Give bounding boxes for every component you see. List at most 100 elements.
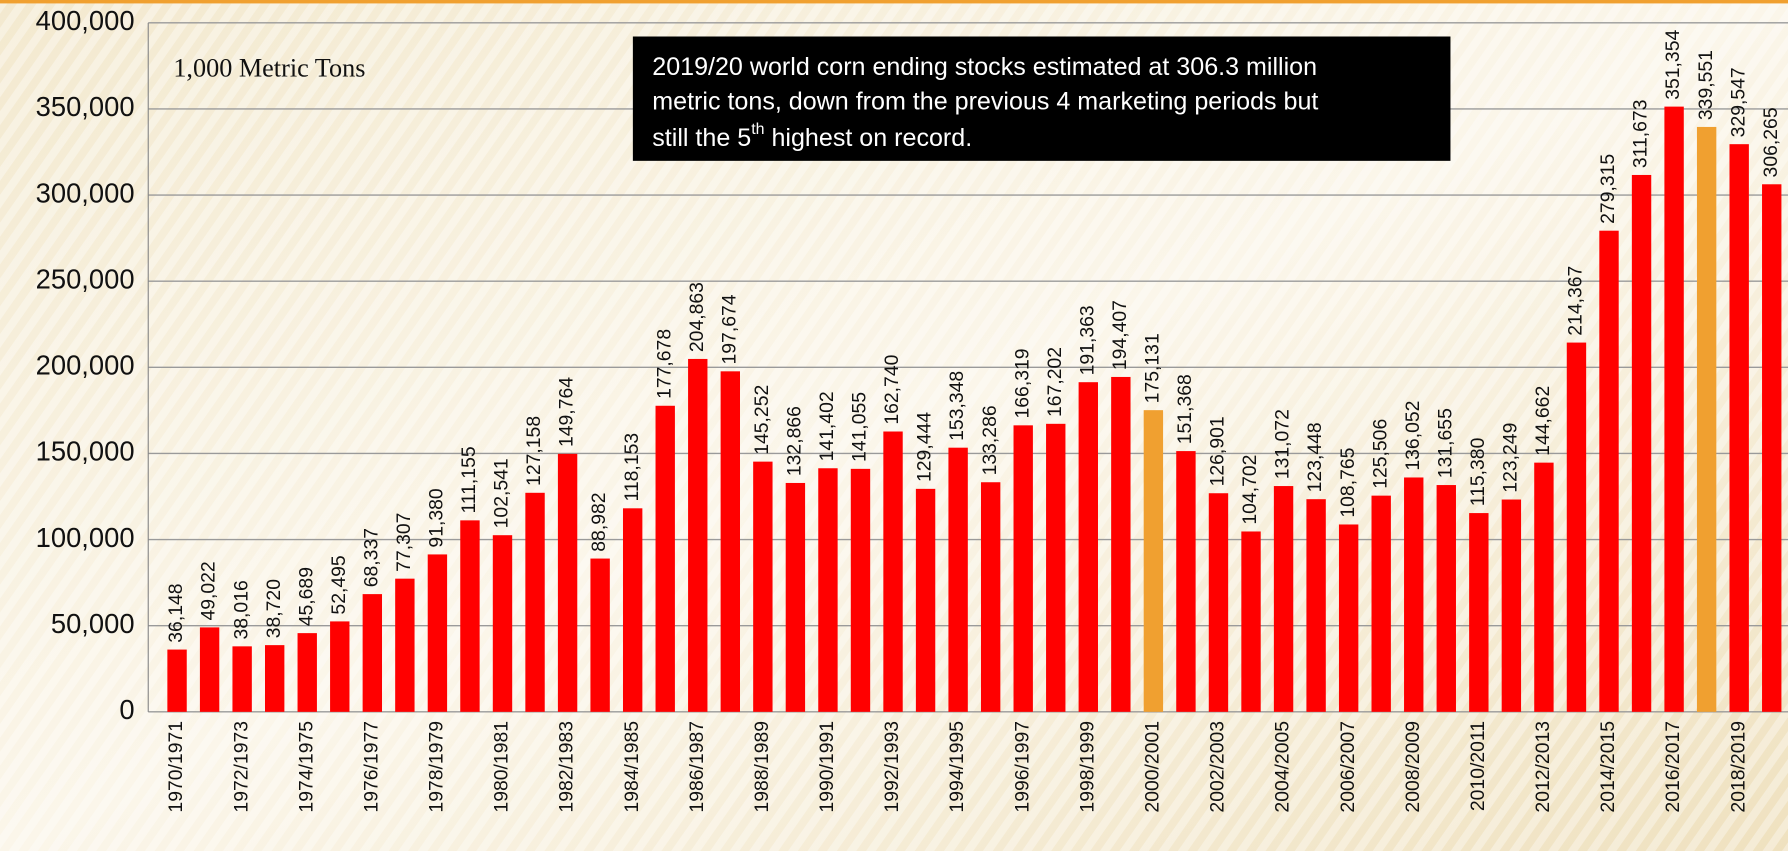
data-label: 38,016 [230,580,252,639]
bar [167,649,187,712]
unit-label: 1,000 Metric Tons [173,54,365,83]
x-tick-label: 2006/2007 [1337,721,1359,813]
x-tick-label: 1970/1971 [165,721,187,813]
x-tick-label: 2004/2005 [1272,721,1294,813]
bar [1599,230,1619,712]
data-label: 132,866 [784,406,806,476]
bar [753,461,773,712]
data-label: 129,444 [914,412,936,482]
data-label: 214,367 [1565,266,1587,336]
data-label: 127,158 [523,416,545,486]
data-label: 194,407 [1109,300,1131,370]
bar [1501,499,1522,712]
y-tick-label: 200,000 [36,350,135,381]
top-rule [0,0,1788,4]
x-tick-label: 1972/1973 [230,721,252,813]
bar [915,488,936,712]
bar [1469,513,1489,712]
annotation-superscript: th [751,121,764,138]
data-label: 38,720 [263,579,285,638]
y-tick-label: 400,000 [36,5,135,36]
bar [720,371,741,712]
data-label: 145,252 [751,385,773,455]
data-label: 123,448 [1304,422,1326,492]
bar [362,594,383,712]
bar [557,453,578,712]
data-label: 151,368 [1174,374,1196,444]
data-label: 141,055 [849,392,871,462]
data-label: 126,901 [1207,416,1229,486]
annotation-text: still the 5 [652,124,751,152]
data-label: 118,153 [621,433,643,502]
data-label: 153,348 [946,371,968,441]
data-label: 351,354 [1662,29,1684,99]
data-label: 131,655 [1434,408,1456,478]
data-label: 144,662 [1532,386,1554,456]
bar [1241,531,1261,712]
annotation-line: still the 5th highest on record. [652,121,972,152]
bar [1046,423,1066,712]
x-tick-label: 2016/2017 [1662,721,1684,813]
data-label: 175,131 [1142,333,1164,403]
data-label: 136,052 [1402,401,1424,471]
bar [883,431,903,712]
bar [1696,126,1717,712]
x-tick-label: 1986/1987 [686,721,708,813]
bar [1436,485,1456,712]
x-tick-label: 2008/2009 [1402,721,1424,813]
bar [1762,184,1782,712]
data-label: 166,319 [1011,348,1033,418]
bar [1404,477,1424,712]
bar [1013,425,1033,712]
x-tick-label: 1998/1999 [1076,721,1098,813]
x-tick-label: 2010/2011 [1467,721,1489,811]
bar [785,482,806,712]
data-label: 77,307 [393,513,415,572]
x-tick-label: 1980/1981 [491,721,513,813]
data-label: 108,765 [1337,448,1359,518]
data-label: 191,363 [1076,305,1098,375]
data-label: 141,402 [816,391,838,461]
data-label: 306,265 [1760,107,1782,177]
bar [1176,451,1196,712]
bar [1729,144,1749,712]
data-label: 131,072 [1272,409,1294,479]
bar [1338,524,1359,712]
x-tick-label: 2014/2015 [1597,721,1619,813]
data-label: 88,982 [588,492,610,551]
data-label: 279,315 [1597,154,1619,224]
bar [1306,499,1326,712]
annotation-line: metric tons, down from the previous 4 ma… [652,87,1318,115]
data-label: 339,551 [1695,50,1717,120]
x-tick-label: 1988/1989 [751,721,773,813]
bar [232,646,252,712]
data-label: 115,380 [1467,437,1489,506]
data-label: 125,506 [1369,419,1391,489]
data-label: 36,148 [165,583,187,642]
bar [590,558,610,712]
y-tick-label: 50,000 [51,608,135,639]
x-tick-label: 1984/1985 [621,721,643,813]
bar [492,535,513,712]
x-tick-label: 1974/1975 [295,721,317,813]
bar [297,633,317,712]
x-tick-label: 2012/2013 [1532,721,1554,813]
data-label: 111,155 [458,446,480,513]
data-label: 52,495 [328,555,350,614]
x-tick-label: 2000/2001 [1142,721,1164,813]
annotation-text: highest on record. [765,124,973,152]
y-tick-label: 250,000 [36,263,135,294]
x-tick-label: 1982/1983 [556,721,578,813]
y-tick-label: 300,000 [36,177,135,208]
bar [1273,486,1294,712]
x-tick-label: 2018/2019 [1727,721,1749,813]
bar [1664,106,1684,712]
annotation-box [632,36,1451,161]
bar [948,447,968,712]
bar [264,645,285,712]
bar [199,627,220,712]
data-label: 197,674 [718,294,740,364]
x-tick-label: 1996/1997 [1011,721,1033,813]
annotation-line: 2019/20 world corn ending stocks estimat… [652,53,1317,81]
data-label: 204,863 [686,282,708,352]
